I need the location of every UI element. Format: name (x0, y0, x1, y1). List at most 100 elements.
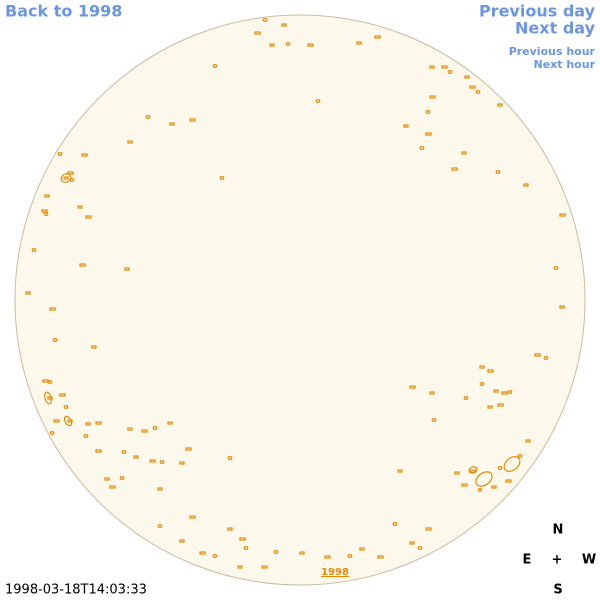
contour (63, 415, 73, 427)
timestamp: 1998-03-18T14:03:33 (5, 583, 147, 598)
contour (429, 95, 436, 99)
contour (403, 124, 409, 128)
contour (133, 455, 139, 459)
contour (464, 75, 470, 79)
contour (517, 454, 523, 459)
contour (356, 41, 362, 45)
contour (468, 466, 478, 474)
previous-hour-link[interactable]: Previous hour (509, 45, 596, 58)
contour (281, 23, 287, 27)
contour (493, 389, 499, 393)
contour (487, 405, 493, 409)
contour (461, 483, 468, 487)
contour (44, 194, 50, 198)
contour (374, 35, 381, 39)
contour (461, 151, 467, 155)
contour (497, 403, 504, 407)
compass-west: W (582, 553, 596, 568)
contour (95, 449, 102, 453)
contour (377, 555, 384, 559)
contour (273, 549, 279, 554)
solar-disk (14, 14, 586, 586)
contour (47, 396, 53, 400)
contour (127, 140, 133, 144)
contour (121, 450, 127, 455)
contour (159, 460, 165, 465)
contour (495, 170, 501, 175)
contour (212, 553, 218, 558)
contour (189, 515, 196, 519)
contour (477, 488, 483, 493)
year-link[interactable]: 1998 (321, 567, 349, 578)
contour (219, 176, 225, 181)
contour (227, 456, 233, 461)
contour (497, 466, 503, 471)
contour (52, 338, 58, 343)
compass-center: + (552, 553, 563, 568)
contour (127, 427, 133, 431)
contour (447, 69, 453, 74)
contour (454, 471, 460, 475)
contour (307, 43, 314, 47)
contour (145, 114, 151, 119)
contour (523, 183, 529, 187)
contour (491, 485, 497, 489)
contour (469, 85, 476, 89)
contour (425, 132, 432, 136)
contour (429, 65, 435, 69)
next-hour-link[interactable]: Next hour (534, 58, 596, 71)
contour (67, 171, 74, 175)
contour (119, 476, 125, 481)
contour (63, 405, 69, 410)
contour (254, 31, 261, 35)
contour (43, 212, 49, 217)
contour (553, 266, 559, 271)
back-link[interactable]: Back to 1998 (5, 2, 122, 21)
contour (60, 173, 72, 183)
contour (179, 461, 185, 465)
contour (392, 521, 398, 526)
contour (124, 267, 130, 271)
contour (57, 152, 63, 157)
contour (199, 551, 206, 555)
contour (429, 391, 435, 395)
contour (475, 471, 493, 487)
compass-east: E (523, 553, 532, 568)
contour (487, 369, 494, 373)
contour (59, 393, 66, 397)
contour (503, 456, 521, 472)
contour (91, 345, 97, 349)
contour (169, 122, 175, 126)
contour (49, 431, 55, 436)
contour (525, 439, 531, 443)
active-regions (25, 18, 566, 569)
previous-day-link[interactable]: Previous day (479, 2, 596, 21)
contour (212, 63, 218, 68)
contour (425, 527, 432, 531)
contour (469, 469, 476, 473)
contour (141, 429, 148, 433)
contour (47, 380, 53, 385)
contour (67, 419, 73, 423)
contour (285, 41, 291, 46)
contour (397, 469, 403, 473)
contour (501, 391, 508, 395)
compass-south: S (553, 583, 562, 598)
contour (53, 419, 60, 423)
next-day-link[interactable]: Next day (515, 19, 596, 38)
contour (85, 422, 91, 426)
contour (497, 103, 503, 107)
contour (179, 539, 185, 543)
contour (167, 421, 173, 425)
contour (261, 565, 268, 569)
contour (227, 527, 233, 531)
contour (262, 18, 268, 23)
contour (243, 545, 249, 550)
contour (149, 459, 156, 463)
contour (409, 385, 416, 389)
contour (44, 391, 52, 405)
contour (77, 205, 83, 209)
contour (315, 98, 321, 103)
contour (83, 434, 89, 439)
